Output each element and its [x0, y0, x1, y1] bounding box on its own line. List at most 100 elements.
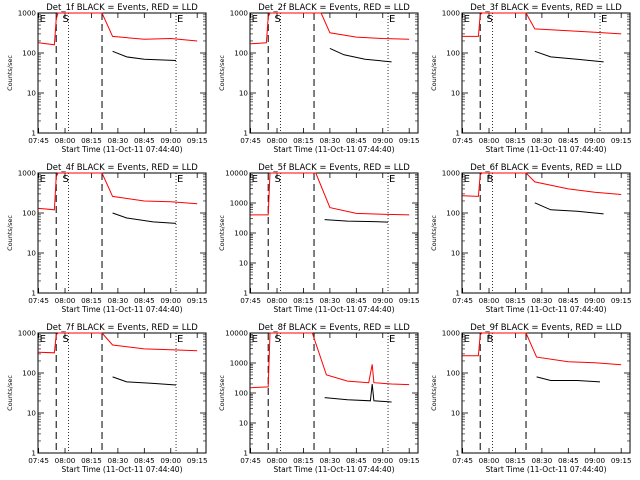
plot-frame [461, 332, 631, 454]
marker-label: E [389, 334, 395, 345]
x-axis-label: Start Time (11-Oct-11 07:44:40) [485, 145, 606, 154]
x-tick-label: 09:00 [160, 136, 181, 145]
x-tick-label: 08:15 [505, 456, 526, 465]
marker-label: S [62, 174, 68, 185]
y-tick-label: 1000 [18, 9, 37, 18]
y-tick-label: 100 [22, 209, 36, 218]
x-axis-label: Start Time (11-Oct-11 07:44:40) [61, 145, 182, 154]
panel-title: Det_7f BLACK = Events, RED = LLD [46, 323, 198, 333]
detector-panel-7: Det_7f BLACK = Events, RED = LLD 1 10 100 10… [6, 323, 208, 474]
y-tick-label: 10 [27, 409, 37, 418]
x-tick-label: 08:15 [293, 136, 314, 145]
panel-title: Det_8f BLACK = Events, RED = LLD [258, 323, 410, 333]
y-tick-label: 1 [243, 289, 248, 298]
y-axis-label: Counts/sec [430, 375, 438, 411]
y-tick-label: 10 [239, 419, 249, 428]
x-tick-label: 09:00 [372, 296, 393, 305]
y-tick-label: 1 [31, 289, 36, 298]
panel-title: Det_9f BLACK = Events, RED = LLD [470, 323, 622, 333]
y-tick-label: 10 [451, 249, 461, 258]
x-tick-label: 09:15 [187, 136, 208, 145]
x-tick-label: 08:45 [134, 456, 155, 465]
x-axis-label: Start Time (11-Oct-11 07:44:40) [61, 465, 182, 474]
y-tick-label: 100 [22, 369, 36, 378]
lld-series-line [462, 172, 622, 197]
y-tick-label: 1 [31, 129, 36, 138]
x-tick-label: 08:00 [267, 296, 288, 305]
detector-panel-1: Det_1f BLACK = Events, RED = LLD 1 10 100 10… [6, 3, 208, 154]
events-series-line [329, 47, 392, 63]
panel-title: Det_6f BLACK = Events, RED = LLD [470, 163, 622, 173]
x-tick-label: 08:45 [558, 296, 579, 305]
x-axis-label: Start Time (11-Oct-11 07:44:40) [61, 305, 182, 314]
x-tick-label: 09:15 [399, 136, 420, 145]
panel-title: Det_4f BLACK = Events, RED = LLD [46, 163, 198, 173]
y-axis-label: Counts/sec [430, 55, 438, 91]
events-series-line [534, 202, 604, 215]
x-tick-label: 08:30 [320, 456, 341, 465]
events-series-line [112, 212, 177, 224]
y-axis-label: Counts/sec [430, 215, 438, 251]
x-tick-label: 08:45 [346, 456, 367, 465]
marker-label: S [274, 174, 280, 185]
marker-label: E [389, 14, 395, 25]
events-series-line [534, 50, 604, 63]
x-tick-label: 08:00 [55, 136, 76, 145]
lld-series-line [38, 332, 198, 354]
y-tick-label: 1 [455, 449, 460, 458]
x-tick-label: 07:45 [452, 296, 473, 305]
lld-series-line [462, 12, 622, 37]
plot-frame [461, 12, 631, 134]
marker-label: E [601, 14, 607, 25]
detector-panel-5: Det_5f BLACK = Events, RED = LLD 1 10 100 10… [218, 163, 420, 314]
plot-frame [249, 172, 419, 294]
y-tick-label: 1 [455, 289, 460, 298]
x-tick-label: 08:30 [532, 456, 553, 465]
lld-series-line [38, 12, 198, 46]
y-tick-label: 100 [234, 389, 248, 398]
y-axis-label: Counts/sec [218, 375, 226, 411]
panel-title: Det_3f BLACK = Events, RED = LLD [470, 3, 622, 13]
x-tick-label: 08:45 [558, 136, 579, 145]
x-tick-label: 08:15 [81, 456, 102, 465]
x-axis-label: Start Time (11-Oct-11 07:44:40) [273, 305, 394, 314]
lld-series-line [250, 12, 410, 45]
plot-frame [249, 332, 419, 454]
x-tick-label: 08:15 [81, 136, 102, 145]
x-tick-label: 07:45 [28, 296, 49, 305]
x-tick-label: 08:00 [55, 456, 76, 465]
x-tick-label: 08:00 [479, 296, 500, 305]
marker-label: E [252, 174, 258, 185]
x-tick-label: 08:30 [108, 456, 129, 465]
marker-label: S [486, 14, 492, 25]
x-tick-label: 07:45 [240, 296, 261, 305]
events-series-line [112, 50, 177, 61]
x-tick-label: 08:00 [267, 136, 288, 145]
x-tick-label: 08:45 [558, 456, 579, 465]
y-tick-label: 1 [243, 129, 248, 138]
y-tick-label: 1000 [442, 9, 461, 18]
x-tick-label: 07:45 [240, 136, 261, 145]
x-tick-label: 07:45 [452, 136, 473, 145]
y-tick-label: 1 [455, 129, 460, 138]
y-tick-label: 10 [451, 89, 461, 98]
marker-label: E [464, 14, 470, 25]
y-tick-label: 100 [446, 369, 460, 378]
x-tick-label: 09:00 [372, 456, 393, 465]
x-tick-label: 08:30 [320, 136, 341, 145]
marker-label: E [252, 334, 258, 345]
x-tick-label: 08:00 [479, 456, 500, 465]
y-tick-label: 1000 [442, 329, 461, 338]
y-tick-label: 10 [451, 409, 461, 418]
marker-label: B [486, 174, 493, 185]
detector-panel-8: Det_8f BLACK = Events, RED = LLD 1 10 100 10… [218, 323, 420, 474]
y-tick-label: 10 [239, 89, 249, 98]
y-tick-label: 1000 [230, 9, 249, 18]
y-tick-label: 1000 [18, 169, 37, 178]
detector-panel-2: Det_2f BLACK = Events, RED = LLD 1 10 100 10… [218, 3, 420, 154]
y-tick-label: 10 [27, 249, 37, 258]
x-tick-label: 08:30 [532, 136, 553, 145]
x-tick-label: 09:15 [611, 136, 632, 145]
x-tick-label: 08:45 [134, 296, 155, 305]
y-tick-label: 100 [22, 49, 36, 58]
